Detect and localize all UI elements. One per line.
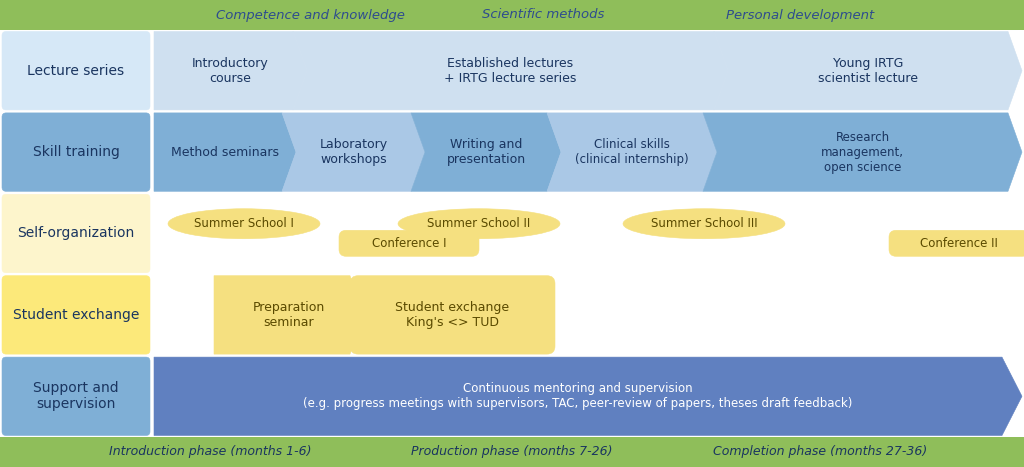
FancyBboxPatch shape [2, 276, 150, 354]
Polygon shape [411, 113, 561, 191]
Text: Completion phase (months 27-36): Completion phase (months 27-36) [713, 446, 927, 459]
Text: Established lectures
+ IRTG lecture series: Established lectures + IRTG lecture seri… [444, 57, 577, 85]
Polygon shape [282, 113, 425, 191]
Text: Preparation
seminar: Preparation seminar [253, 301, 326, 329]
Ellipse shape [398, 209, 560, 239]
Polygon shape [154, 31, 307, 110]
Text: Lecture series: Lecture series [28, 64, 125, 78]
Text: Conference I: Conference I [372, 237, 446, 250]
Polygon shape [214, 276, 364, 354]
Text: Scientific methods: Scientific methods [482, 8, 604, 21]
Polygon shape [703, 113, 1022, 191]
Text: Skill training: Skill training [33, 145, 120, 159]
Polygon shape [293, 31, 728, 110]
Text: Introduction phase (months 1-6): Introduction phase (months 1-6) [109, 446, 311, 459]
Text: Research
management,
open science: Research management, open science [821, 131, 904, 174]
FancyBboxPatch shape [2, 31, 150, 110]
Text: Support and
supervision: Support and supervision [33, 381, 119, 411]
Text: Young IRTG
scientist lecture: Young IRTG scientist lecture [818, 57, 918, 85]
Text: Production phase (months 7-26): Production phase (months 7-26) [412, 446, 612, 459]
Text: Laboratory
workshops: Laboratory workshops [319, 138, 387, 166]
FancyBboxPatch shape [2, 194, 150, 273]
Text: Student exchange
King's <> TUD: Student exchange King's <> TUD [395, 301, 510, 329]
Text: Self-organization: Self-organization [17, 226, 134, 241]
Ellipse shape [168, 209, 319, 239]
FancyBboxPatch shape [339, 230, 479, 256]
Polygon shape [154, 357, 1022, 436]
Text: Conference II: Conference II [920, 237, 998, 250]
Bar [0, 437, 1024, 467]
Ellipse shape [623, 209, 785, 239]
Text: Summer School III: Summer School III [650, 217, 758, 230]
Text: Personal development: Personal development [726, 8, 874, 21]
FancyBboxPatch shape [2, 113, 150, 191]
Text: Writing and
presentation: Writing and presentation [446, 138, 525, 166]
Polygon shape [714, 31, 1022, 110]
Text: Student exchange: Student exchange [13, 308, 139, 322]
Bar [0, 0, 1024, 30]
Polygon shape [154, 113, 296, 191]
Text: Clinical skills
(clinical internship): Clinical skills (clinical internship) [575, 138, 689, 166]
FancyBboxPatch shape [889, 230, 1024, 256]
Text: Continuous mentoring and supervision
(e.g. progress meetings with supervisors, T: Continuous mentoring and supervision (e.… [303, 382, 853, 410]
Text: Summer School II: Summer School II [427, 217, 530, 230]
Polygon shape [547, 113, 717, 191]
FancyBboxPatch shape [350, 276, 555, 354]
Text: Competence and knowledge: Competence and knowledge [216, 8, 404, 21]
Text: Introductory
course: Introductory course [193, 57, 269, 85]
FancyBboxPatch shape [2, 357, 150, 436]
Text: Summer School I: Summer School I [195, 217, 294, 230]
Text: Method seminars: Method seminars [171, 146, 279, 159]
